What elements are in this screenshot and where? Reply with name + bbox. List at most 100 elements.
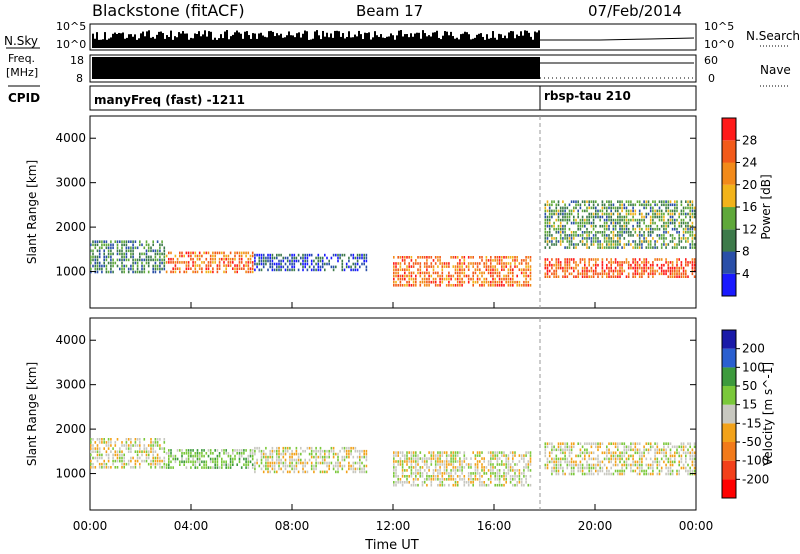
data-cell [548,275,551,278]
data-cell [566,463,569,467]
data-cell [676,263,678,267]
data-cell [599,224,601,228]
data-cell [103,264,105,268]
data-cell [163,441,166,444]
data-cell [308,446,311,450]
data-cell [423,280,426,284]
data-cell [682,448,685,452]
data-cell [297,470,300,474]
noise-bar [438,37,440,48]
data-cell [459,463,461,466]
data-cell [201,452,203,455]
data-cell [165,466,168,469]
data-cell [573,209,575,213]
data-cell [564,460,566,464]
data-cell [114,450,117,453]
data-cell [678,231,680,234]
data-cell [625,466,628,470]
data-cell [595,266,597,270]
data-cell [669,463,672,467]
data-cell [103,258,105,262]
nave-label: Nave [760,63,791,77]
data-cell [321,259,324,263]
data-cell [570,451,573,455]
data-cell [654,269,656,273]
data-cell [529,463,532,466]
data-cell [693,227,696,231]
data-cell [343,455,346,459]
data-cell [525,451,527,454]
data-cell [678,463,680,467]
data-cell [432,268,435,271]
data-cell [623,231,626,234]
data-cell [492,466,494,469]
data-cell [551,451,553,455]
data-cell [232,261,234,264]
data-cell [548,234,551,237]
data-cell [687,275,689,278]
data-cell [667,457,670,461]
data-cell [490,460,492,463]
data-cell [523,274,525,278]
noise-bar [486,34,488,48]
data-cell [691,460,694,464]
data-cell [481,469,483,472]
colorbar-swatch [722,140,736,163]
data-cell [295,256,298,260]
data-cell [476,466,479,469]
data-cell [141,267,143,271]
data-cell [168,454,170,458]
data-cell [168,251,170,255]
data-cell [265,446,267,450]
data-cell [689,243,691,246]
data-cell [121,270,123,274]
data-cell [125,255,128,259]
data-cell [356,455,359,459]
data-cell [393,256,395,259]
data-cell [443,478,446,481]
data-cell [218,466,221,469]
noise-bar [322,30,324,48]
data-cell [205,452,208,455]
data-cell [310,467,313,471]
data-cell [509,265,512,268]
noise-bar [296,33,298,48]
data-cell [321,455,324,459]
data-cell [544,246,547,249]
data-cell [145,252,148,256]
data-cell [476,451,479,454]
data-cell [617,237,619,240]
noise-bar [430,36,432,48]
data-cell [597,263,599,267]
data-cell [691,240,694,243]
data-cell [588,269,590,273]
data-cell [512,271,514,275]
data-cell [103,252,105,256]
data-cell [454,460,457,463]
data-cell [625,215,628,219]
data-cell [363,455,365,459]
data-cell [577,463,579,467]
data-cell [691,454,694,458]
data-cell [269,464,271,468]
data-cell [134,246,137,250]
data-cell [632,442,634,445]
noise-bar [112,33,114,48]
data-cell [245,466,247,469]
data-cell [319,461,322,465]
noise-bar [496,39,498,48]
data-cell [214,457,216,461]
data-cell [566,240,569,243]
colorbar-swatch [722,348,736,368]
data-cell [647,463,650,467]
cpid-segment-2: rbsp-tau 210 [544,89,631,103]
data-cell [485,277,488,281]
data-cell [293,452,296,456]
data-cell [529,265,532,268]
noise-bar [334,30,336,48]
data-cell [503,284,505,287]
data-cell [649,246,652,249]
data-cell [608,200,610,203]
data-cell [621,469,623,473]
